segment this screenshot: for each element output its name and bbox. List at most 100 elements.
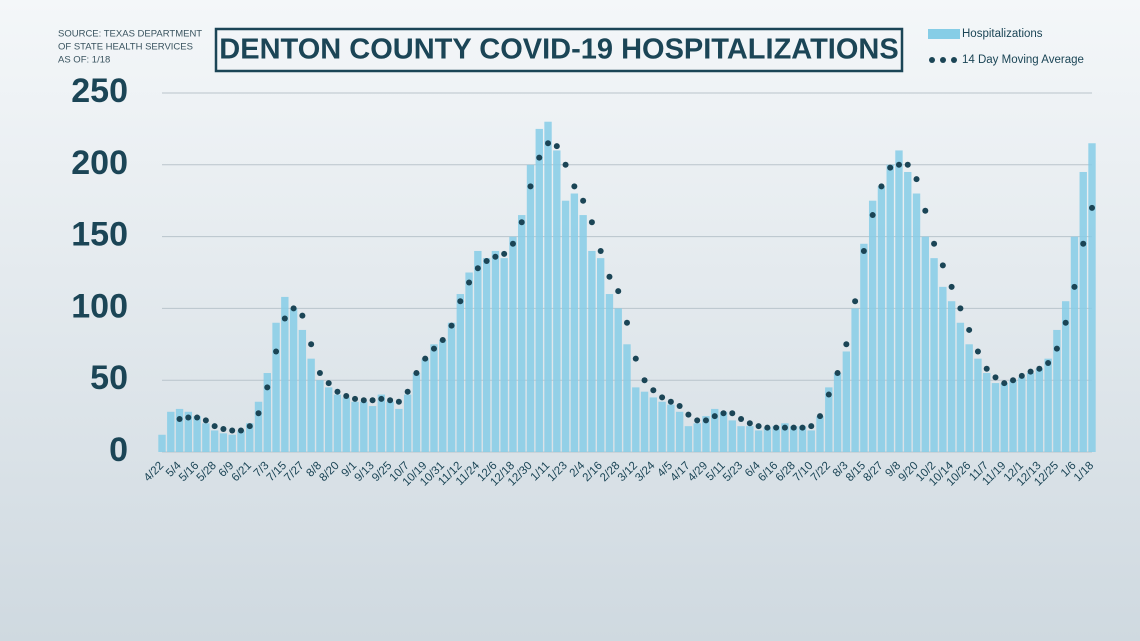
average-dot [878, 183, 885, 190]
bar [904, 171, 912, 453]
bar [974, 358, 982, 452]
average-dot [992, 374, 999, 381]
bar [570, 193, 579, 452]
average-dot [185, 414, 192, 421]
average-dot [1071, 283, 1078, 290]
bar [798, 426, 807, 452]
average-dot [597, 247, 604, 254]
bar [816, 416, 824, 452]
average-dot [843, 341, 850, 348]
average-dot [1027, 368, 1034, 375]
average-dot [518, 219, 525, 226]
bar [184, 411, 193, 452]
average-dot [729, 410, 736, 417]
bar [465, 272, 473, 452]
average-dot [448, 322, 455, 329]
average-dot [781, 424, 788, 431]
bar [877, 186, 886, 452]
bar [675, 411, 684, 452]
average-dot [790, 424, 797, 431]
average-dot [887, 164, 894, 171]
bar [298, 329, 307, 452]
average-dot [983, 365, 990, 372]
bar [175, 408, 184, 452]
legend-swatch [928, 29, 960, 39]
average-dot [369, 397, 376, 404]
bar [456, 294, 464, 452]
bar [518, 215, 526, 452]
average-dot [904, 161, 911, 168]
average-dot [957, 305, 964, 312]
bar [807, 430, 815, 452]
average-dot [299, 312, 306, 319]
average-dot [194, 414, 201, 421]
bar [1053, 329, 1061, 452]
average-dot [343, 392, 350, 399]
bar [649, 397, 658, 452]
average-dot [931, 240, 938, 247]
average-dot [685, 411, 692, 418]
average-dot [676, 403, 683, 410]
bar [632, 387, 640, 452]
bar [912, 193, 921, 452]
average-dot [501, 250, 508, 257]
bar [1000, 383, 1008, 452]
average-dot [492, 253, 499, 260]
bar [1088, 143, 1096, 452]
average-dot [553, 143, 560, 150]
bar [596, 258, 605, 452]
bar [377, 394, 386, 452]
average-dot [1001, 380, 1008, 387]
average-dot [746, 420, 753, 427]
bar [509, 236, 517, 452]
bar [825, 387, 833, 452]
bar [1026, 373, 1035, 452]
average-dot [536, 154, 543, 161]
average-dot [395, 398, 402, 405]
bar [333, 394, 342, 452]
bar [202, 423, 210, 452]
bar [719, 411, 728, 452]
average-dot [852, 298, 859, 305]
average-dot [562, 161, 569, 168]
average-dot [834, 370, 841, 377]
average-dot [895, 161, 902, 168]
bar [991, 383, 1000, 452]
bar [754, 430, 763, 452]
average-dot [641, 377, 648, 384]
y-tick-label: 100 [71, 287, 128, 325]
average-dot [773, 424, 780, 431]
average-dot [527, 183, 534, 190]
bar [526, 164, 535, 453]
legend-swatch [929, 57, 935, 63]
average-dot [922, 207, 929, 214]
average-dot [606, 273, 613, 280]
bar [1018, 377, 1026, 452]
average-dot [571, 183, 578, 190]
bar [640, 391, 649, 452]
average-dot [352, 395, 359, 402]
average-dot [667, 398, 674, 405]
average-dot [966, 326, 973, 333]
source-line: SOURCE: TEXAS DEPARTMENT [58, 29, 202, 40]
bar [307, 358, 315, 452]
average-dot [588, 219, 595, 226]
average-dot [334, 388, 341, 395]
average-dot [378, 395, 385, 402]
bar [500, 258, 508, 452]
average-dot [290, 305, 297, 312]
average-dot [404, 388, 411, 395]
bar [403, 394, 412, 452]
average-dot [711, 413, 718, 420]
bar [210, 430, 219, 452]
y-tick-label: 0 [109, 431, 128, 469]
average-dot [974, 348, 981, 355]
bar [605, 294, 614, 452]
average-dot [474, 265, 481, 272]
average-dot [229, 427, 236, 434]
bar [746, 426, 754, 452]
average-dot [457, 298, 464, 305]
bar [553, 150, 561, 452]
bar [1044, 358, 1052, 452]
